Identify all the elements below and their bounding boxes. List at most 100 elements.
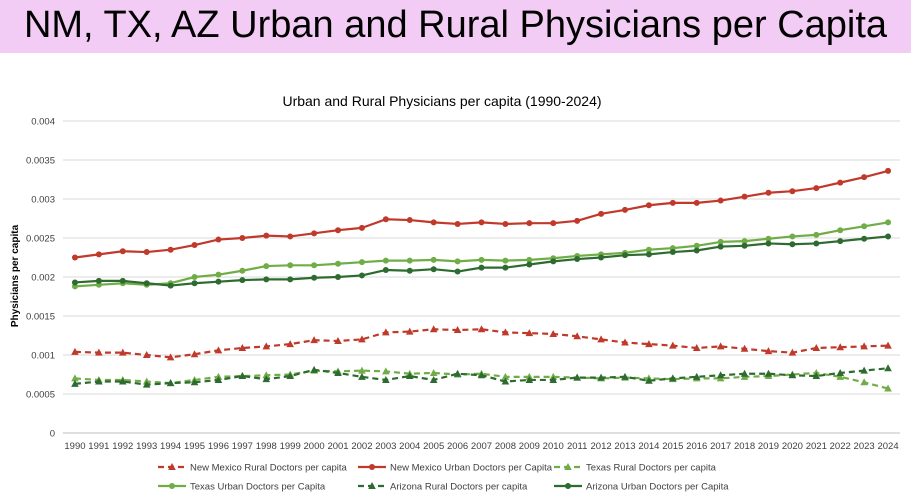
- data-point: [311, 262, 318, 269]
- data-point: [692, 343, 701, 351]
- x-tick-label: 2016: [686, 441, 707, 452]
- data-point: [334, 336, 342, 344]
- data-point: [861, 174, 868, 181]
- data-point: [885, 219, 892, 226]
- data-point: [287, 276, 294, 283]
- legend-item: Texas Rural Doctors per capita: [554, 463, 717, 474]
- data-point: [382, 367, 390, 375]
- data-point: [669, 374, 677, 382]
- data-point: [789, 233, 796, 240]
- x-tick-label: 1997: [232, 441, 253, 452]
- data-point: [406, 217, 413, 224]
- data-point: [693, 199, 700, 206]
- data-point: [382, 328, 390, 336]
- x-tick-label: 2008: [495, 441, 516, 452]
- data-point: [287, 262, 294, 269]
- y-tick-label: 0.0015: [26, 312, 55, 323]
- data-point: [836, 368, 845, 376]
- data-point: [406, 257, 413, 264]
- y-axis: 0 0.0005 0.001 0.0015 0.002 0.0025 0.003 0.0035…: [26, 117, 55, 440]
- x-tick-label: 1995: [184, 441, 205, 452]
- data-point: [71, 379, 79, 387]
- data-point: [358, 259, 365, 266]
- data-point: [813, 185, 820, 192]
- data-point: [550, 258, 557, 265]
- data-point: [861, 235, 868, 242]
- x-tick-label: 2012: [591, 441, 612, 452]
- data-point: [382, 257, 389, 264]
- data-point: [478, 256, 485, 263]
- data-point: [741, 238, 748, 245]
- data-point: [549, 329, 558, 337]
- data-point: [565, 483, 571, 489]
- data-point: [861, 223, 868, 230]
- legend-label: New Mexico Urban Doctors per Capita: [390, 463, 553, 474]
- x-tick-label: 2006: [447, 441, 468, 452]
- data-point: [214, 375, 223, 383]
- data-point: [812, 372, 821, 380]
- data-point: [836, 343, 845, 351]
- data-point: [191, 242, 198, 249]
- legend-label: Arizona Rural Doctors per capita: [390, 482, 528, 493]
- data-point: [358, 224, 365, 231]
- legend-item: New Mexico Urban Doctors per Capita: [358, 463, 553, 474]
- data-point: [167, 282, 174, 289]
- data-point: [310, 336, 318, 344]
- data-point: [693, 242, 700, 249]
- data-point: [142, 351, 151, 358]
- data-point: [263, 232, 270, 239]
- data-point: [454, 220, 461, 227]
- y-tick-label: 0.001: [31, 351, 55, 362]
- data-point: [215, 236, 222, 243]
- line-chart: Urban and Rural Physicians per capita (1…: [10, 93, 900, 493]
- data-point: [621, 338, 629, 346]
- data-point: [95, 277, 102, 284]
- data-point: [382, 375, 390, 383]
- data-point: [716, 342, 725, 350]
- x-tick-label: 1994: [160, 441, 181, 452]
- data-point: [215, 278, 222, 285]
- data-point: [286, 340, 294, 348]
- y-tick-label: 0.004: [31, 117, 55, 128]
- x-tick-label: 2021: [806, 441, 827, 452]
- y-axis-label: Physicians per capita: [10, 224, 21, 327]
- data-point: [405, 372, 414, 380]
- x-tick-label: 2010: [543, 441, 564, 452]
- data-point: [621, 372, 629, 380]
- data-point: [429, 375, 438, 383]
- x-tick-label: 2011: [567, 441, 587, 452]
- x-tick-label: 2003: [375, 441, 396, 452]
- x-tick-label: 2000: [304, 441, 325, 452]
- data-point: [334, 368, 342, 376]
- data-point: [789, 188, 796, 195]
- data-point: [525, 329, 534, 337]
- x-tick-label: 1998: [256, 441, 277, 452]
- title-banner: NM, TX, AZ Urban and Rural Physicians pe…: [0, 0, 911, 53]
- data-point: [813, 231, 820, 238]
- data-point: [142, 380, 151, 388]
- x-tick-label: 2022: [830, 441, 851, 452]
- data-point: [693, 247, 700, 254]
- data-point: [645, 251, 652, 258]
- data-point: [239, 277, 246, 284]
- data-point: [740, 369, 749, 377]
- x-tick-label: 1991: [88, 441, 109, 452]
- data-point: [574, 256, 581, 263]
- legend-item: Texas Urban Doctors per Capita: [158, 482, 326, 493]
- data-point: [549, 375, 558, 383]
- data-point: [765, 189, 772, 196]
- data-point: [118, 377, 127, 385]
- data-point: [430, 266, 437, 273]
- data-point: [789, 241, 796, 248]
- data-point: [621, 252, 628, 259]
- data-point: [358, 372, 366, 380]
- data-point: [119, 277, 126, 284]
- chart-title: Urban and Rural Physicians per capita (1…: [282, 93, 601, 109]
- data-point: [239, 267, 246, 274]
- data-point: [564, 463, 572, 470]
- data-point: [143, 280, 150, 287]
- data-point: [526, 256, 533, 263]
- x-tick-label: 1992: [112, 441, 133, 452]
- data-point: [262, 371, 271, 379]
- data-point: [621, 206, 628, 213]
